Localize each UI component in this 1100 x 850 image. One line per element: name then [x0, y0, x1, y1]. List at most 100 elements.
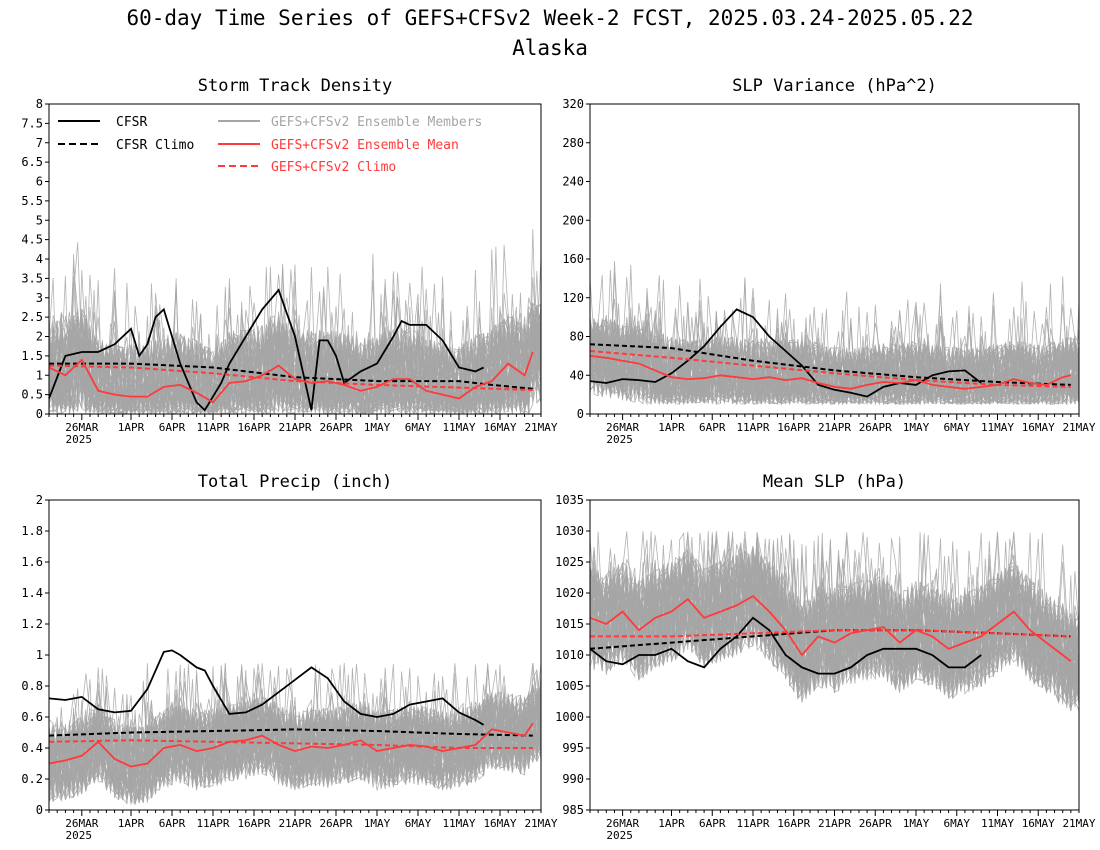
y-tick-label: 995 [562, 741, 584, 755]
ensemble-member-line [49, 665, 541, 798]
ensemble-member-line [49, 670, 541, 803]
series-cfsr [48, 288, 484, 412]
x-tick-label: 6APR [159, 817, 186, 830]
y-tick-label: 0 [577, 407, 584, 421]
x-tick-label: 26APR [859, 421, 892, 434]
ensemble-member-line [49, 697, 541, 801]
x-year-label: 2025 [606, 829, 633, 842]
x-tick-label: 21MAY [524, 817, 557, 830]
y-tick-label: 3.5 [21, 271, 43, 285]
chart-title: SLP Variance (hPa^2) [732, 76, 937, 96]
y-tick-label: 1.2 [21, 617, 43, 631]
x-tick-label: 11MAY [442, 421, 475, 434]
x-tick-label: 6APR [699, 817, 726, 830]
figure-subtitle: Alaska [512, 36, 588, 60]
x-tick-label: 26APR [319, 421, 352, 434]
y-tick-label: 0.2 [21, 772, 43, 786]
y-tick-label: 7.5 [21, 116, 43, 130]
x-tick-label: 1APR [658, 817, 685, 830]
y-tick-label: 4 [36, 252, 43, 266]
y-tick-label: 1035 [555, 493, 584, 507]
legend-members-label: GEFS+CFSv2 Ensemble Members [271, 115, 482, 130]
chart-precip: Total Precip (inch) 0 0.2 0.4 0.6 0.8 1 1.2 1.4 1… [21, 472, 558, 842]
x-tick-label: 6MAY [405, 817, 432, 830]
y-tick-label: 1015 [555, 617, 584, 631]
y-tick-label: 320 [562, 97, 584, 111]
x-tick-label: 1MAY [364, 817, 391, 830]
series-cfsr [589, 616, 982, 675]
x-tick-label: 1APR [118, 421, 145, 434]
y-tick-label: 160 [562, 252, 584, 266]
y-tick-label: 1005 [555, 679, 584, 693]
series-cfsr-climo [589, 629, 1071, 650]
y-tick-label: 40 [570, 368, 584, 382]
y-tick-label: 5 [36, 213, 43, 227]
legend-cfsr-label: CFSR [116, 115, 147, 130]
x-tick-label: 1APR [658, 421, 685, 434]
x-year-label: 2025 [66, 829, 93, 842]
ensemble-member-line [590, 279, 1079, 405]
ensemble-member-line [590, 281, 1079, 406]
x-tick-label: 21APR [818, 421, 851, 434]
y-tick-label: 200 [562, 213, 584, 227]
x-tick-label: 11MAY [981, 817, 1014, 830]
y-tick-label: 2.5 [21, 310, 43, 324]
y-tick-label: 5.5 [21, 194, 43, 208]
y-tick-label: 0.5 [21, 388, 43, 402]
series-gefs-cfsv2-ensemble-mean [48, 351, 534, 404]
x-year-label: 2025 [606, 433, 633, 446]
legend-cfsr-climo-label: CFSR Climo [116, 138, 194, 153]
x-tick-label: 26MAR [606, 421, 639, 434]
x-tick-label: 11APR [736, 817, 769, 830]
x-tick-label: 16MAY [483, 817, 516, 830]
ensemble-member-line [49, 324, 541, 414]
x-year-label: 2025 [66, 433, 93, 446]
y-tick-label: 1000 [555, 710, 584, 724]
ensemble-members [590, 531, 1079, 712]
ensemble-members [49, 229, 541, 414]
x-tick-label: 16APR [777, 421, 810, 434]
legend-mean-label: GEFS+CFSv2 Ensemble Mean [271, 138, 459, 153]
y-tick-label: 1.8 [21, 524, 43, 538]
series-cfsr [48, 649, 485, 726]
y-tick-label: 1.6 [21, 555, 43, 569]
chart-storm: Storm Track Density 0 0.5 1 1.5 2 2.5 3 3.5 4 4.5 5… [21, 76, 558, 446]
x-tick-label: 11MAY [442, 817, 475, 830]
y-tick-label: 3 [36, 291, 43, 305]
x-tick-label: 16MAY [483, 421, 516, 434]
y-tick-label: 120 [562, 291, 584, 305]
series-cfsr-climo [589, 343, 1071, 386]
series-cfsr [589, 308, 982, 398]
ensemble-members [49, 662, 541, 805]
x-tick-label: 1MAY [903, 421, 930, 434]
y-tick-label: 4.5 [21, 233, 43, 247]
x-tick-label: 6APR [159, 421, 186, 434]
ensemble-member-line [49, 278, 541, 414]
x-tick-label: 16MAY [1022, 421, 1055, 434]
x-tick-label: 21APR [278, 817, 311, 830]
x-tick-label: 1MAY [903, 817, 930, 830]
x-tick-label: 11APR [196, 421, 229, 434]
y-tick-label: 0 [36, 803, 43, 817]
x-tick-label: 26MAR [65, 817, 98, 830]
series-gefs-cfsv2-ensemble-mean [589, 594, 1072, 662]
ensemble-member-line [590, 311, 1079, 405]
chart-slpvar: SLP Variance (hPa^2) 0 40 80 120 160 200 240 280… [562, 76, 1096, 446]
x-tick-label: 16APR [237, 817, 270, 830]
x-tick-label: 21APR [818, 817, 851, 830]
legend-fclimo-label: GEFS+CFSv2 Climo [271, 160, 396, 175]
x-tick-label: 21MAY [1062, 817, 1095, 830]
y-tick-label: 280 [562, 136, 584, 150]
x-tick-label: 21APR [278, 421, 311, 434]
x-tick-label: 16APR [237, 421, 270, 434]
x-tick-label: 26APR [859, 817, 892, 830]
y-tick-label: 6 [36, 175, 43, 189]
x-tick-label: 6MAY [405, 421, 432, 434]
ensemble-member-line [590, 306, 1079, 405]
series-gefs-cfsv2-climo [590, 629, 1071, 638]
x-tick-label: 6MAY [944, 817, 971, 830]
y-tick-label: 8 [36, 97, 43, 111]
x-tick-label: 6APR [699, 421, 726, 434]
chart-meanslp: Mean SLP (hPa) 985 990 995 1000 1005 1010 1015 1… [555, 472, 1096, 842]
chart-title: Mean SLP (hPa) [763, 472, 906, 492]
